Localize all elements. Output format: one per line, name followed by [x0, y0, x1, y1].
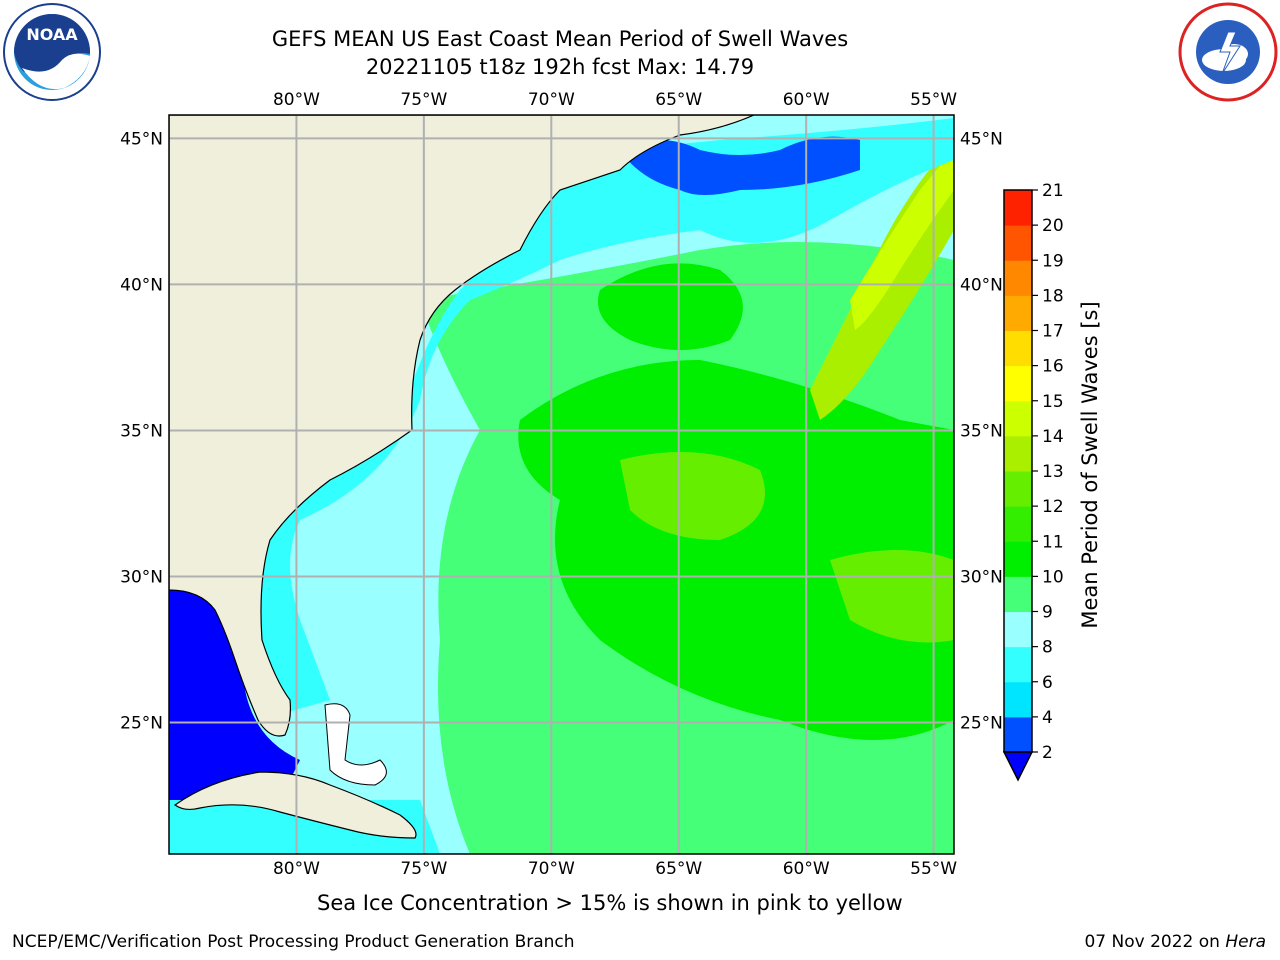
lon-label-bottom: 80°W	[273, 859, 320, 879]
colorbar-tick-label: 19	[1042, 251, 1064, 271]
axis-labels: 80°W 80°W 75°W 75°W 70°W 70°W 65°W 65°W 60°W 60°W…	[120, 90, 1003, 879]
map-title: GEFS MEAN US East Coast Mean Period of S…	[271, 27, 849, 51]
colorbar-label: Mean Period of Swell Waves [s]	[1078, 301, 1102, 628]
footer-timestamp: 07 Nov 2022 on Hera	[1084, 932, 1266, 952]
colorbar-segment	[1004, 471, 1032, 507]
lon-label-top: 70°W	[528, 90, 575, 110]
lat-label-left: 35°N	[120, 421, 163, 441]
colorbar-segment	[1004, 365, 1032, 402]
lat-label-left: 45°N	[120, 129, 163, 149]
lon-label-top: 75°W	[400, 90, 447, 110]
lon-label-top: 60°W	[783, 90, 830, 110]
colorbar-tick-label: 16	[1042, 357, 1064, 377]
colorbar-under-arrow	[1002, 751, 1034, 782]
footer-host: Hera	[1225, 932, 1266, 952]
lon-label-bottom: 60°W	[783, 859, 830, 879]
colorbar-tick-label: 17	[1042, 322, 1064, 342]
colorbar-tick-label: 10	[1042, 567, 1064, 587]
lat-label-left: 40°N	[120, 275, 163, 295]
land-north-america	[169, 115, 755, 737]
colorbar-tick-label: 11	[1042, 532, 1064, 552]
swell-patch-central	[620, 452, 765, 540]
swell-band-10-11	[518, 360, 954, 740]
footer-date: 07 Nov 2022 on	[1084, 932, 1226, 952]
colorbar-segment	[1004, 225, 1032, 261]
colorbar-segment	[1004, 295, 1032, 331]
lon-label-top: 65°W	[655, 90, 702, 110]
nws-logo-icon	[1178, 2, 1278, 102]
colorbar-tick-label: 8	[1042, 638, 1053, 658]
colorbar-segment	[1004, 330, 1032, 367]
colorbar-tick-label: 4	[1042, 708, 1053, 728]
colorbar-segment	[1004, 506, 1032, 542]
bahamas-shoals	[324, 703, 387, 786]
lat-label-left: 30°N	[120, 568, 163, 588]
colorbar-tick-label: 6	[1042, 673, 1053, 693]
colorbar-tick-label: 15	[1042, 392, 1064, 412]
lat-label-right: 45°N	[960, 129, 1003, 149]
colorbar-segment	[1004, 400, 1032, 437]
colorbar-tick-label: 21	[1042, 181, 1064, 201]
map-frame	[168, 114, 955, 855]
colorbar-tick-label: 13	[1042, 462, 1064, 482]
gulf-of-mexico-field	[169, 590, 300, 800]
noaa-logo-text: NOAA	[26, 25, 78, 44]
colorbar-segment	[1004, 611, 1032, 648]
colorbar-segment	[1004, 190, 1032, 226]
colorbar-segment	[1004, 646, 1032, 683]
colorbar-segment	[1004, 576, 1032, 612]
footer-credit: NCEP/EMC/Verification Post Processing Pr…	[12, 932, 575, 952]
colorbar: 2 4 6 8 9 10 11 12 13 14 15 16 17 18 19 20 21 Mean Perio…	[1002, 181, 1102, 782]
colorbar-segment	[1004, 435, 1032, 472]
sea-ice-caption: Sea Ice Concentration > 15% is shown in …	[317, 891, 903, 915]
lon-label-top: 55°W	[910, 90, 957, 110]
colorbar-segment	[1004, 716, 1032, 753]
swell-band-coastal	[240, 118, 954, 720]
colorbar-segment	[1004, 681, 1032, 718]
colorbar-segment	[1004, 541, 1032, 577]
swell-band-gulf-of-maine	[620, 136, 860, 195]
noaa-logo-icon: NOAA	[3, 3, 101, 101]
lat-label-right: 40°N	[960, 275, 1003, 295]
colorbar-tick-label: 9	[1042, 603, 1053, 623]
graticule	[169, 115, 954, 854]
lon-label-bottom: 65°W	[655, 859, 702, 879]
colorbar-tick-label: 14	[1042, 427, 1064, 447]
lon-label-bottom: 55°W	[910, 859, 957, 879]
colorbar-tick-label: 18	[1042, 286, 1064, 306]
swell-patch-east	[830, 550, 954, 643]
lon-label-top: 80°W	[273, 90, 320, 110]
lat-label-left: 25°N	[120, 714, 163, 734]
lat-label-right: 35°N	[960, 421, 1003, 441]
colorbar-tick-label: 2	[1042, 743, 1053, 763]
lat-label-right: 25°N	[960, 714, 1003, 734]
colorbar-segment	[1004, 260, 1032, 296]
lon-label-bottom: 75°W	[400, 859, 447, 879]
lat-label-right: 30°N	[960, 568, 1003, 588]
colorbar-tick-label: 20	[1042, 216, 1064, 236]
colorbar-tick-label: 12	[1042, 497, 1064, 517]
map-subtitle: 20221105 t18z 192h fcst Max: 14.79	[365, 55, 755, 79]
lon-label-bottom: 70°W	[528, 859, 575, 879]
